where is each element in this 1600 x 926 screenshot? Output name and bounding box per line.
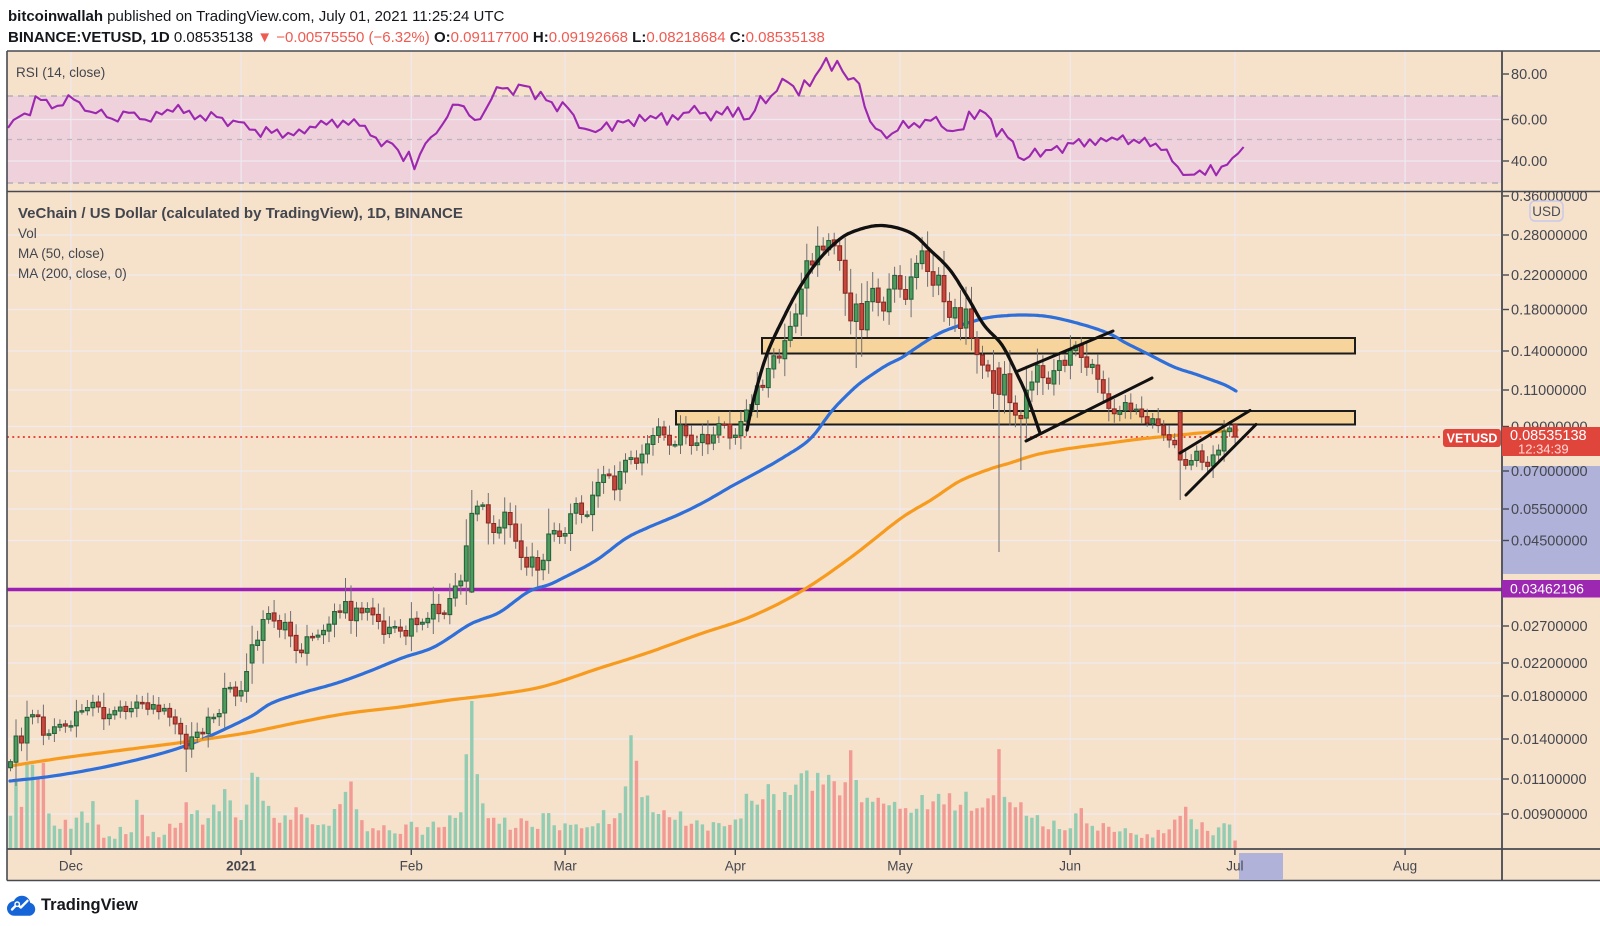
svg-text:80.00: 80.00 [1511, 67, 1547, 83]
svg-text:VETUSD: VETUSD [1447, 432, 1498, 446]
svg-text:Feb: Feb [400, 859, 423, 874]
svg-text:0.36000000: 0.36000000 [1511, 189, 1588, 205]
svg-text:MA (50, close): MA (50, close) [18, 246, 104, 261]
svg-text:0.04500000: 0.04500000 [1511, 534, 1588, 550]
svg-text:Apr: Apr [725, 859, 747, 874]
svg-text:12:34:39: 12:34:39 [1518, 442, 1569, 457]
svg-text:TradingView: TradingView [41, 896, 138, 914]
svg-text:0.05500000: 0.05500000 [1511, 502, 1588, 518]
svg-text:0.03462196: 0.03462196 [1510, 581, 1584, 597]
svg-text:0.28000000: 0.28000000 [1511, 228, 1588, 244]
svg-text:0.02200000: 0.02200000 [1511, 656, 1588, 672]
svg-text:bitcoinwallah published on Tra: bitcoinwallah published on TradingView.c… [8, 8, 505, 25]
svg-text:MA (200, close, 0): MA (200, close, 0) [18, 266, 127, 281]
svg-text:0.14000000: 0.14000000 [1511, 344, 1588, 360]
svg-text:USD: USD [1532, 204, 1561, 219]
svg-text:Aug: Aug [1393, 859, 1417, 874]
svg-text:0.00900000: 0.00900000 [1511, 807, 1588, 823]
svg-text:Jun: Jun [1059, 859, 1081, 874]
svg-text:0.01100000: 0.01100000 [1511, 772, 1587, 788]
svg-text:0.07000000: 0.07000000 [1511, 464, 1588, 480]
svg-text:RSI (14, close): RSI (14, close) [16, 65, 105, 80]
svg-text:Vol: Vol [18, 226, 37, 241]
svg-text:0.18000000: 0.18000000 [1511, 303, 1588, 319]
svg-text:0.01400000: 0.01400000 [1511, 732, 1588, 748]
svg-text:Dec: Dec [59, 859, 83, 874]
svg-text:VeChain / US Dollar (calculate: VeChain / US Dollar (calculated by Tradi… [18, 205, 463, 222]
svg-text:May: May [887, 859, 913, 874]
svg-text:Mar: Mar [553, 859, 577, 874]
svg-text:40.00: 40.00 [1511, 154, 1547, 170]
svg-text:0.02700000: 0.02700000 [1511, 619, 1588, 635]
svg-text:Jul: Jul [1226, 859, 1243, 874]
svg-text:0.08535138: 0.08535138 [1510, 428, 1587, 444]
svg-text:0.01800000: 0.01800000 [1511, 689, 1588, 705]
svg-text:BINANCE:VETUSD, 1D 0.08535138: BINANCE:VETUSD, 1D 0.08535138 ▼ −0.00575… [8, 29, 825, 46]
svg-text:0.11000000: 0.11000000 [1511, 383, 1587, 399]
svg-text:60.00: 60.00 [1511, 113, 1547, 129]
svg-text:2021: 2021 [226, 859, 257, 874]
svg-text:0.22000000: 0.22000000 [1511, 268, 1588, 284]
